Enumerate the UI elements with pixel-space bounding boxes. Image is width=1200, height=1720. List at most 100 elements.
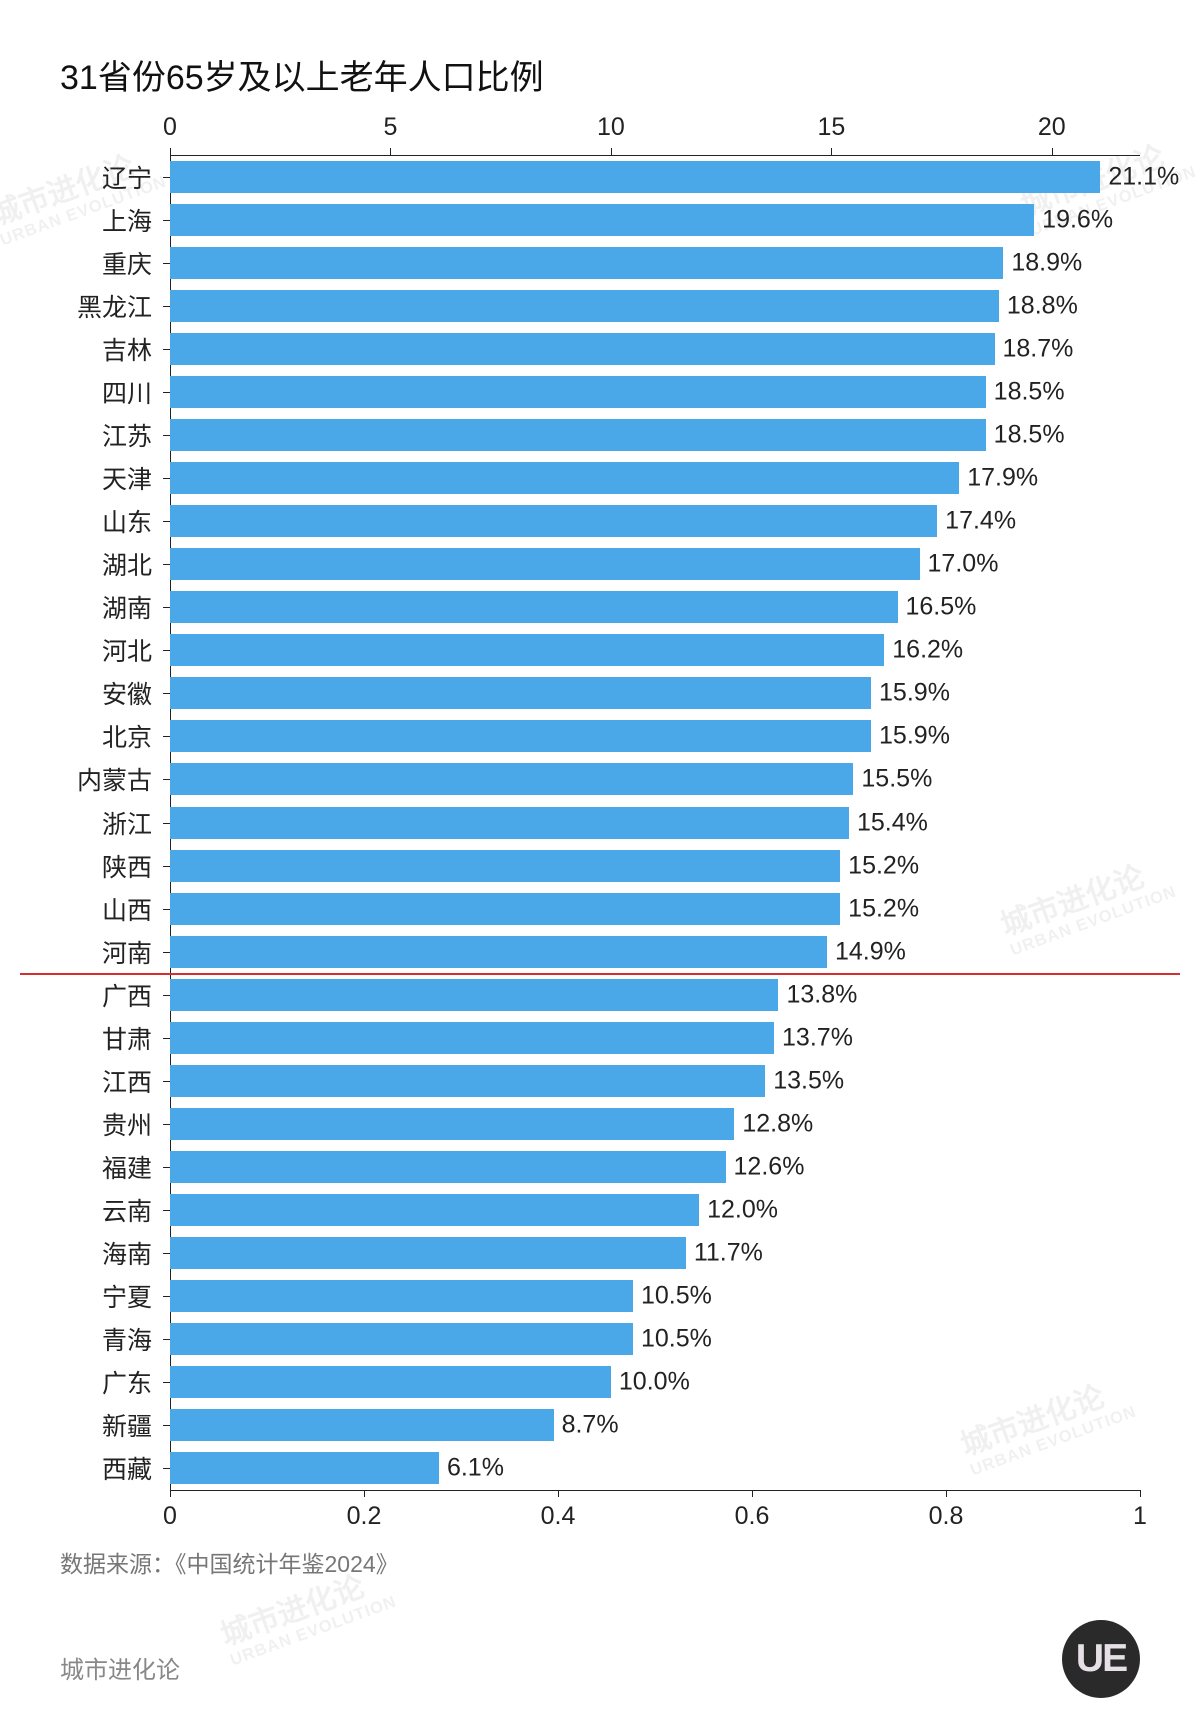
bar-value-label: 15.2% bbox=[848, 894, 919, 923]
bottom-axis-tick bbox=[946, 1490, 947, 1497]
y-axis-tick bbox=[163, 779, 170, 780]
bottom-axis-tick-label: 0 bbox=[163, 1502, 177, 1531]
bar-category-label: 云南 bbox=[0, 1192, 152, 1228]
bar-value-label: 10.5% bbox=[641, 1325, 712, 1354]
bar bbox=[170, 1409, 554, 1441]
bar bbox=[170, 462, 959, 494]
bar-value-label: 10.5% bbox=[641, 1282, 712, 1311]
bar bbox=[170, 720, 871, 752]
bar-value-label: 6.1% bbox=[447, 1454, 504, 1483]
bar-category-label: 陕西 bbox=[0, 848, 152, 884]
watermark: 城市进化论URBAN EVOLUTION bbox=[957, 1372, 1139, 1480]
y-axis-tick bbox=[163, 866, 170, 867]
y-axis-tick bbox=[163, 693, 170, 694]
bar bbox=[170, 979, 778, 1011]
bar-value-label: 13.5% bbox=[773, 1066, 844, 1095]
y-axis-tick bbox=[163, 1339, 170, 1340]
y-axis-tick bbox=[163, 349, 170, 350]
bar-value-label: 16.5% bbox=[906, 593, 977, 622]
bar bbox=[170, 677, 871, 709]
bottom-axis-tick bbox=[364, 1490, 365, 1497]
bar-value-label: 10.0% bbox=[619, 1368, 690, 1397]
top-axis-tick-label: 0 bbox=[163, 113, 177, 142]
bar bbox=[170, 419, 986, 451]
bar-category-label: 内蒙古 bbox=[0, 761, 152, 797]
y-axis-tick bbox=[163, 1081, 170, 1082]
bar-category-label: 河北 bbox=[0, 632, 152, 668]
bar-category-label: 广西 bbox=[0, 977, 152, 1013]
bar bbox=[170, 634, 884, 666]
y-axis-tick bbox=[163, 564, 170, 565]
bottom-axis-tick-label: 0.2 bbox=[347, 1502, 382, 1531]
bar bbox=[170, 290, 999, 322]
bar-value-label: 19.6% bbox=[1042, 205, 1113, 234]
y-axis-tick bbox=[163, 521, 170, 522]
bar-category-label: 湖北 bbox=[0, 546, 152, 582]
y-axis-tick bbox=[163, 909, 170, 910]
bar bbox=[170, 591, 898, 623]
bar bbox=[170, 936, 827, 968]
y-axis-tick bbox=[163, 1253, 170, 1254]
bottom-axis-tick-label: 0.6 bbox=[735, 1502, 770, 1531]
bottom-axis-tick-label: 0.8 bbox=[929, 1502, 964, 1531]
bar-category-label: 上海 bbox=[0, 202, 152, 238]
bar-value-label: 8.7% bbox=[562, 1411, 619, 1440]
bar bbox=[170, 548, 920, 580]
y-axis-tick bbox=[163, 220, 170, 221]
y-axis-tick bbox=[163, 1468, 170, 1469]
bar-category-label: 福建 bbox=[0, 1149, 152, 1185]
bar-category-label: 黑龙江 bbox=[0, 288, 152, 324]
top-axis-tick bbox=[170, 148, 171, 155]
bar-value-label: 16.2% bbox=[892, 636, 963, 665]
bar-value-label: 18.9% bbox=[1011, 248, 1082, 277]
bottom-axis-tick-label: 1 bbox=[1133, 1502, 1147, 1531]
bar bbox=[170, 1065, 765, 1097]
bar bbox=[170, 161, 1100, 193]
bar-category-label: 吉林 bbox=[0, 331, 152, 367]
data-source: 数据来源：《中国统计年鉴2024》 bbox=[60, 1545, 399, 1579]
watermark: 城市进化论URBAN EVOLUTION bbox=[997, 852, 1179, 960]
bar-category-label: 安徽 bbox=[0, 675, 152, 711]
bar-value-label: 17.4% bbox=[945, 507, 1016, 536]
bar-category-label: 山东 bbox=[0, 503, 152, 539]
bar-value-label: 11.7% bbox=[694, 1239, 763, 1268]
y-axis-tick bbox=[163, 478, 170, 479]
bar-category-label: 宁夏 bbox=[0, 1278, 152, 1314]
chart-title: 31省份65岁及以上老年人口比例 bbox=[60, 50, 544, 99]
bottom-axis-tick bbox=[1140, 1490, 1141, 1497]
threshold-divider bbox=[20, 973, 1180, 975]
bottom-axis-tick bbox=[170, 1490, 171, 1497]
y-axis-tick bbox=[163, 306, 170, 307]
bar-value-label: 12.6% bbox=[734, 1153, 805, 1182]
bar-value-label: 15.2% bbox=[848, 851, 919, 880]
top-axis-tick-label: 20 bbox=[1038, 113, 1066, 142]
bar bbox=[170, 763, 853, 795]
bar-category-label: 四川 bbox=[0, 374, 152, 410]
top-axis-tick bbox=[831, 148, 832, 155]
bar-value-label: 18.8% bbox=[1007, 291, 1078, 320]
bar-value-label: 13.8% bbox=[786, 980, 857, 1009]
y-axis-tick bbox=[163, 435, 170, 436]
top-axis-tick bbox=[1052, 148, 1053, 155]
bar bbox=[170, 376, 986, 408]
bar bbox=[170, 333, 995, 365]
axis-line bbox=[170, 155, 1140, 156]
bar-value-label: 13.7% bbox=[782, 1023, 853, 1052]
bar-value-label: 17.9% bbox=[967, 463, 1038, 492]
bar bbox=[170, 1237, 686, 1269]
top-axis-tick-label: 15 bbox=[817, 113, 845, 142]
bar-category-label: 重庆 bbox=[0, 245, 152, 281]
footer-brand: 城市进化论 bbox=[60, 1650, 180, 1685]
top-axis-tick bbox=[611, 148, 612, 155]
y-axis-tick bbox=[163, 823, 170, 824]
bar bbox=[170, 1280, 633, 1312]
y-axis-tick bbox=[163, 177, 170, 178]
bar-value-label: 15.9% bbox=[879, 722, 950, 751]
y-axis-tick bbox=[163, 1210, 170, 1211]
top-axis-tick bbox=[390, 148, 391, 155]
axis-line bbox=[170, 1490, 1140, 1491]
y-axis-tick bbox=[163, 1167, 170, 1168]
bar-category-label: 江苏 bbox=[0, 417, 152, 453]
bar bbox=[170, 505, 937, 537]
bar bbox=[170, 850, 840, 882]
